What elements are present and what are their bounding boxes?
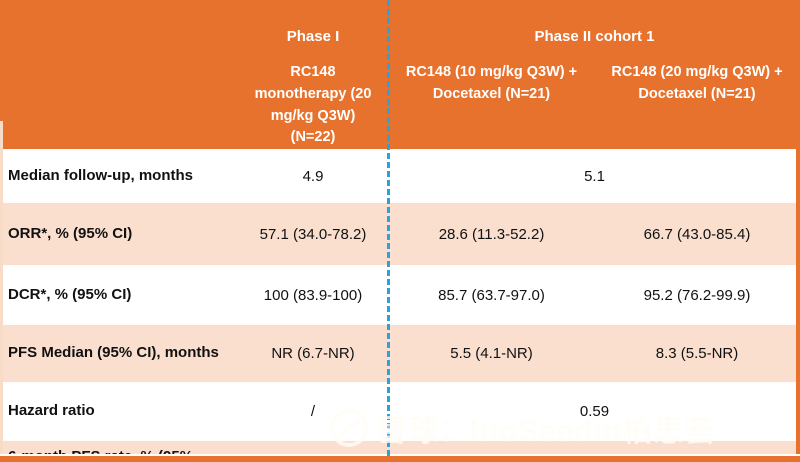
cell-arm2: 28.6 (11.3-52.2) <box>389 201 594 266</box>
cell-arm3: 8.3 (5.5-NR) <box>594 323 800 383</box>
phase-header-row: Phase I Phase II cohort 1 <box>0 0 800 54</box>
table-right-border <box>796 0 800 462</box>
row-label: DCR*, % (95% CI) <box>0 265 237 324</box>
cell-arm3: 95.2 (76.2-99.9) <box>594 265 800 324</box>
table-left-border <box>0 121 3 456</box>
header-empty-cell <box>0 54 237 150</box>
cell-arm1: 100 (83.9-100) <box>237 265 389 324</box>
cell-arm2: 5.5 (4.1-NR) <box>389 323 594 383</box>
table-row-orr: ORR*, % (95% CI) 57.1 (34.0-78.2) 28.6 (… <box>0 201 800 266</box>
cell-arm2: 85.7 (63.7-97.0) <box>389 265 594 324</box>
cell-arm1: 4.9 <box>237 149 389 202</box>
cell-phase2-merged: 0.59 <box>389 382 800 440</box>
table-bottom-bar <box>0 454 800 462</box>
table-row-dcr: DCR*, % (95% CI) 100 (83.9-100) 85.7 (63… <box>0 265 800 324</box>
table-row-pfs-median: PFS Median (95% CI), months NR (6.7-NR) … <box>0 323 800 383</box>
table-body: Median follow-up, months 4.9 5.1 ORR*, %… <box>0 149 800 462</box>
phase-divider-dashed-line <box>387 0 390 456</box>
row-label: Hazard ratio <box>0 382 237 440</box>
row-label: PFS Median (95% CI), months <box>0 323 237 383</box>
row-label: ORR*, % (95% CI) <box>0 201 237 266</box>
table-row-median-followup: Median follow-up, months 4.9 5.1 <box>0 149 800 202</box>
cell-arm1: / <box>237 382 389 440</box>
phase1-group-header: Phase I <box>237 0 389 54</box>
arm1-column-header: RC148 monotherapy (20 mg/kg Q3W) (N=22) <box>237 54 389 150</box>
table-header: Phase I Phase II cohort 1 RC148 monother… <box>0 0 800 150</box>
arm2-column-header: RC148 (10 mg/kg Q3W) + Docetaxel (N=21) <box>389 54 594 150</box>
arm-header-row: RC148 monotherapy (20 mg/kg Q3W) (N=22) … <box>0 54 800 150</box>
header-empty-cell <box>0 0 237 54</box>
table-row-hazard-ratio: Hazard ratio / 0.59 <box>0 382 800 440</box>
phase2-group-header: Phase II cohort 1 <box>389 0 800 54</box>
cell-arm3: 66.7 (43.0-85.4) <box>594 201 800 266</box>
row-label: Median follow-up, months <box>0 149 237 202</box>
cell-arm1: 57.1 (34.0-78.2) <box>237 201 389 266</box>
cell-phase2-merged: 5.1 <box>389 149 800 202</box>
cell-arm1: NR (6.7-NR) <box>237 323 389 383</box>
arm3-column-header: RC148 (20 mg/kg Q3W) + Docetaxel (N=21) <box>594 54 800 150</box>
